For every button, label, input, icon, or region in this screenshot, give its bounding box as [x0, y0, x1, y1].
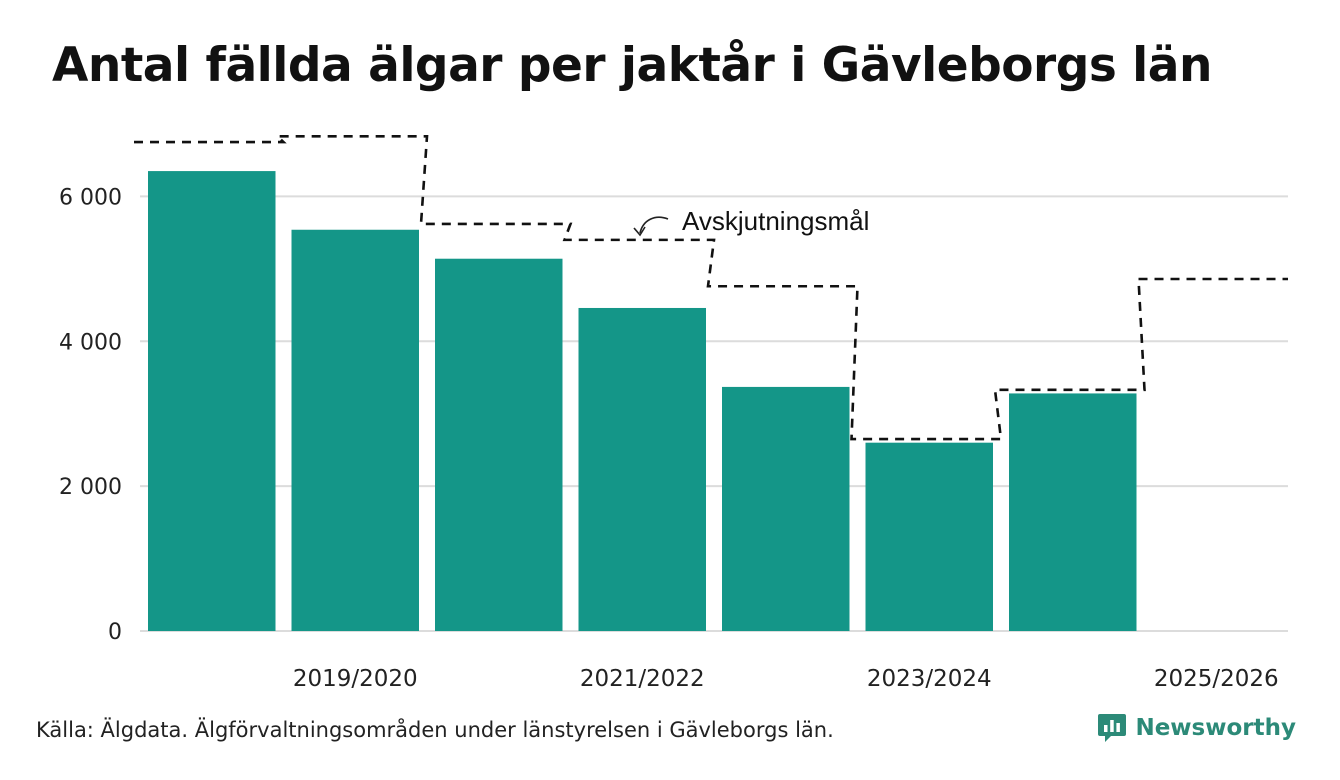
y-tick-labels: 0 2 000 4 000 6 000 — [59, 185, 122, 645]
annotation-arrowhead-icon — [633, 226, 646, 237]
source-note: Källa: Älgdata. Älgförvaltningsområden u… — [36, 718, 834, 742]
x-tick-label: 2019/2020 — [293, 666, 418, 692]
annotation-arrow-icon — [639, 216, 669, 234]
bar — [291, 229, 419, 631]
bar — [435, 258, 563, 631]
y-tick-label: 0 — [108, 620, 122, 645]
y-tick-label: 4 000 — [59, 330, 122, 355]
target-step-line — [134, 135, 1288, 441]
brand-logo: Newsworthy — [1097, 712, 1296, 744]
bar — [1009, 393, 1137, 631]
bar — [578, 307, 706, 631]
x-tick-labels: 2019/2020 2021/2022 2023/2024 2025/2026 — [293, 666, 1279, 692]
y-tick-label: 6 000 — [59, 185, 122, 210]
bar — [148, 171, 276, 632]
x-tick-label: 2025/2026 — [1154, 666, 1279, 692]
bar — [865, 442, 993, 631]
chart-bubble-icon — [1098, 714, 1127, 742]
bars — [148, 171, 1137, 632]
bar — [722, 386, 850, 631]
annotation-label: Avskjutningsmål — [682, 206, 869, 236]
chart-title: Antal fällda älgar per jaktår i Gävlebor… — [52, 38, 1212, 93]
x-tick-label: 2021/2022 — [580, 666, 705, 692]
x-tick-label: 2023/2024 — [867, 666, 992, 692]
annotation: Avskjutningsmål — [633, 206, 869, 237]
y-tick-label: 2 000 — [59, 475, 122, 500]
brand-name: Newsworthy — [1135, 715, 1296, 741]
